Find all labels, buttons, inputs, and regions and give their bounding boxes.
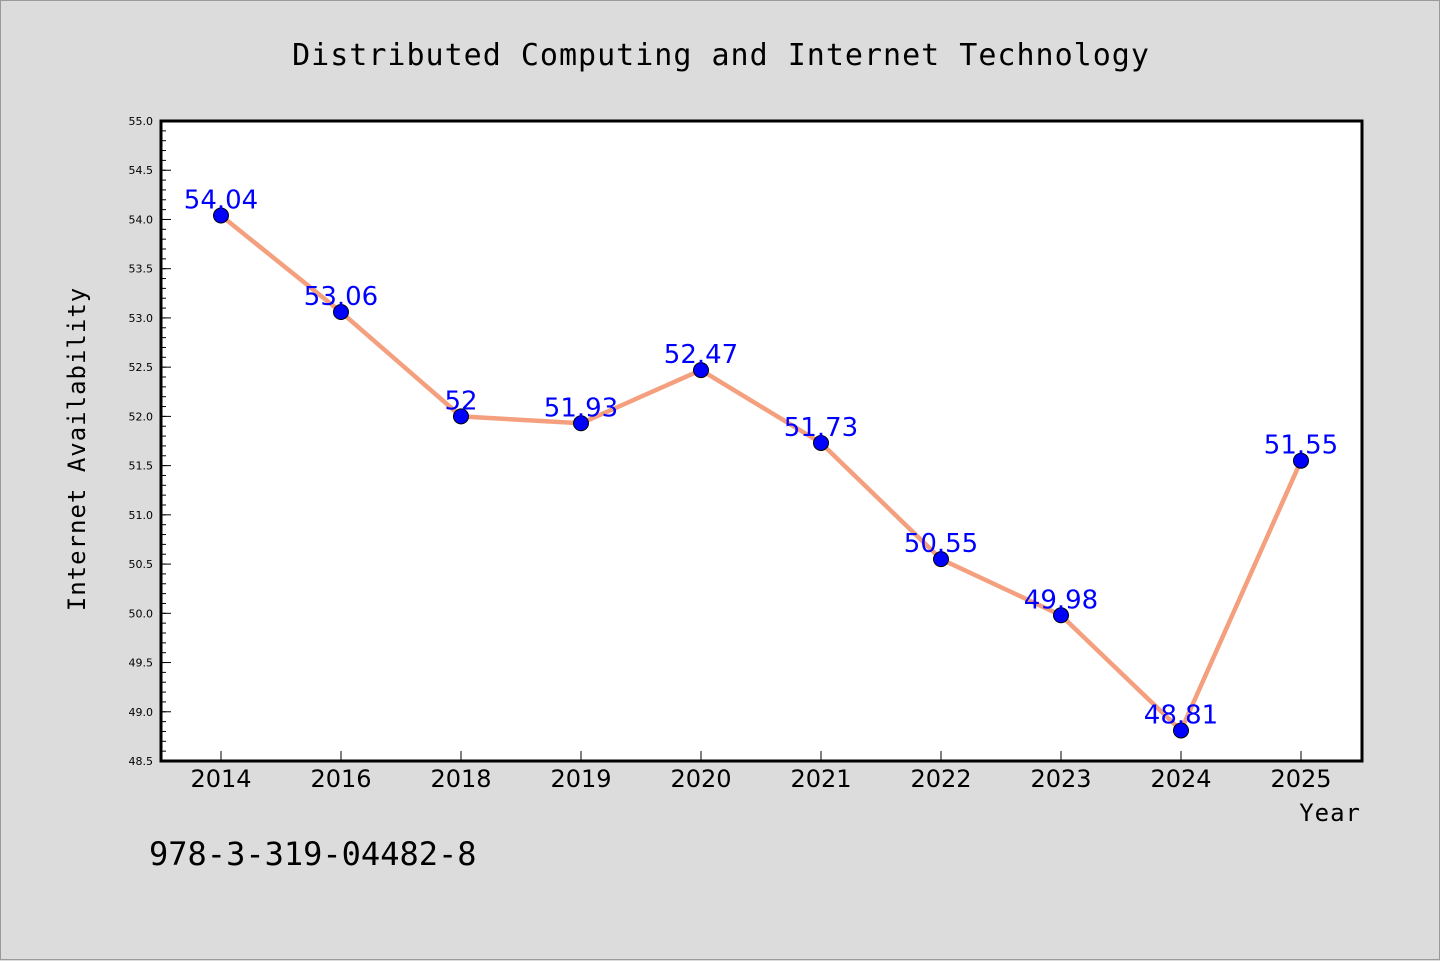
y-tick-label: 55.0 xyxy=(129,115,154,128)
x-axis-label: Year xyxy=(1299,799,1361,827)
chart-title: Distributed Computing and Internet Techn… xyxy=(292,38,1150,73)
data-point-marker xyxy=(1173,722,1189,739)
data-label: 52 xyxy=(444,386,477,416)
x-tick-label: 2020 xyxy=(670,765,731,793)
data-label: 50.55 xyxy=(904,529,978,559)
y-tick-label: 51.5 xyxy=(129,460,154,473)
marker-group xyxy=(213,207,1309,739)
data-label: 51.73 xyxy=(784,413,858,443)
data-point-marker xyxy=(1293,452,1309,469)
series-line-group xyxy=(219,213,1304,733)
x-tick-label: 2023 xyxy=(1030,765,1091,793)
y-tick-label: 50.0 xyxy=(129,607,154,620)
data-label-group: 54.04 53.06 52 51.93 52.47 51.73 50.55 49.98 48.… xyxy=(184,186,1338,731)
y-tick-label: 54.5 xyxy=(129,164,154,177)
y-axis-label: Internet Availability xyxy=(63,287,91,611)
y-tick-label: 54.0 xyxy=(129,213,154,226)
isbn-footer: 978-3-319-04482-8 xyxy=(149,835,477,873)
x-tick-label: 2025 xyxy=(1270,765,1331,793)
x-tick-label: 2016 xyxy=(310,765,371,793)
data-label: 51.55 xyxy=(1264,431,1338,461)
x-tick-label: 2022 xyxy=(910,765,971,793)
data-point-marker xyxy=(813,434,829,451)
plot-area xyxy=(159,119,1364,763)
data-label: 53.06 xyxy=(304,282,378,312)
data-point-marker xyxy=(453,408,469,425)
data-label: 52.47 xyxy=(664,340,738,370)
x-tick-label: 2021 xyxy=(790,765,851,793)
y-tick-label: 50.5 xyxy=(129,558,154,571)
y-tick-label: 48.5 xyxy=(129,755,154,768)
x-tick-label: 2024 xyxy=(1150,765,1211,793)
x-tick-label: 2014 xyxy=(190,765,251,793)
data-label: 49.98 xyxy=(1024,585,1098,615)
data-point-marker xyxy=(1053,607,1069,624)
y-tick-label: 52.0 xyxy=(129,410,154,423)
series-line xyxy=(219,213,1304,733)
y-tick-label: 53.0 xyxy=(129,312,154,325)
data-point-marker xyxy=(333,304,349,321)
data-point-marker xyxy=(213,207,229,224)
y-tick-label: 49.5 xyxy=(129,657,154,670)
data-point-marker xyxy=(933,551,949,568)
data-point-marker xyxy=(693,362,709,379)
y-tick-label: 51.0 xyxy=(129,509,154,522)
y-tick-label: 53.5 xyxy=(129,263,154,276)
x-tick-label: 2018 xyxy=(430,765,491,793)
data-label: 51.93 xyxy=(544,393,618,423)
data-label: 54.04 xyxy=(184,186,258,216)
x-tick-label: 2019 xyxy=(550,765,611,793)
data-label: 48.81 xyxy=(1144,700,1218,730)
y-tick-label: 52.5 xyxy=(129,361,154,374)
data-point-marker xyxy=(573,415,589,432)
y-tick-label: 49.0 xyxy=(129,706,154,719)
x-axis: 2014 2016 2018 2019 2020 2021 2022 2023 2024 2025 xyxy=(190,751,1332,793)
y-axis: 48.5 49.0 49.5 50.0 50.5 51.0 51.5 52.0 52.5 53.0… xyxy=(129,115,171,768)
